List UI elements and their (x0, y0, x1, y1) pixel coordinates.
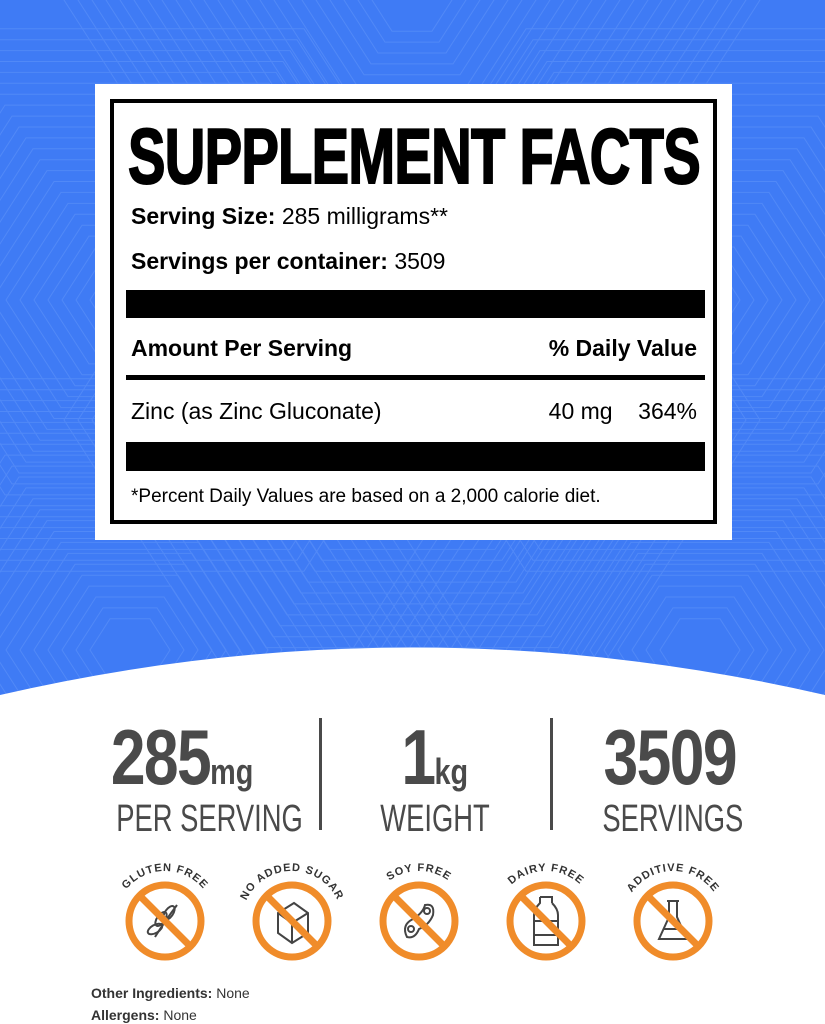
stat-unit: kg (434, 751, 469, 792)
amount-header: Amount Per Serving (131, 335, 353, 361)
stat-weight: 1kg WEIGHT (350, 718, 520, 838)
stat-label: WEIGHT (380, 798, 490, 840)
prohibited-circle-icon (125, 881, 205, 961)
prohibited-circle-icon (379, 881, 459, 961)
prohibited-circle-icon (633, 881, 713, 961)
stat-value: 1 (401, 713, 437, 801)
stat-divider (319, 718, 322, 830)
divider-line (126, 375, 705, 380)
ingredient-dv: 364% (638, 398, 697, 424)
serving-size-value: 285 milligrams** (281, 203, 448, 229)
ingredient-name: Zinc (as Zinc Gluconate) (131, 398, 382, 424)
dv-header: % Daily Value (548, 335, 697, 361)
other-ingredients-label: Other Ingredients: (91, 985, 213, 1001)
allergens-value: None (163, 1007, 197, 1023)
stat-label: PER SERVING (116, 798, 303, 840)
badge-row: GLUTEN FREE NO ADDED SUGAR SOY FREE DAIR… (120, 862, 722, 961)
milk-bottle-icon (533, 896, 559, 946)
stat-value: 3509 (603, 713, 738, 801)
supplement-facts-panel: SUPPLEMENT FACTS Serving Size: 285 milli… (95, 84, 732, 540)
badge-gluten-free: GLUTEN FREE (120, 862, 209, 961)
soybean-icon (404, 903, 435, 939)
badge-soy-free: SOY FREE (379, 862, 459, 961)
allergens-label: Allergens: (91, 1007, 160, 1023)
servings-value: 3509 (394, 248, 446, 274)
stat-divider (550, 718, 553, 830)
badge-additive-free: ADDITIVE FREE (625, 862, 722, 961)
serving-size-label: Serving Size: (131, 203, 276, 229)
stat-servings: 3509 SERVINGS (575, 718, 765, 838)
prohibited-circle-icon (252, 881, 332, 961)
stats-row: 285mg PER SERVING 1kg WEIGHT 3509 SERVIN… (0, 718, 825, 838)
badge-label: SOY FREE (385, 862, 454, 883)
badge-no-added-sugar: NO ADDED SUGAR (238, 862, 345, 961)
stat-value: 285 (111, 713, 212, 801)
stat-per-serving: 285mg PER SERVING (80, 718, 303, 838)
footnote: *Percent Daily Values are based on a 2,0… (131, 486, 601, 507)
ingredient-amount: 40 mg (548, 398, 613, 424)
facts-title: SUPPLEMENT FACTS (127, 112, 701, 200)
divider-bar (126, 290, 705, 318)
other-ingredients-value: None (216, 985, 250, 1001)
divider-bar (126, 442, 705, 471)
badge-label: ADDITIVE FREE (625, 862, 722, 895)
stat-unit: mg (210, 751, 254, 792)
badge-dairy-free: DAIRY FREE (506, 862, 586, 961)
prohibited-circle-icon (506, 881, 586, 961)
stat-label: SERVINGS (602, 798, 744, 840)
servings-label: Servings per container: (131, 248, 388, 274)
